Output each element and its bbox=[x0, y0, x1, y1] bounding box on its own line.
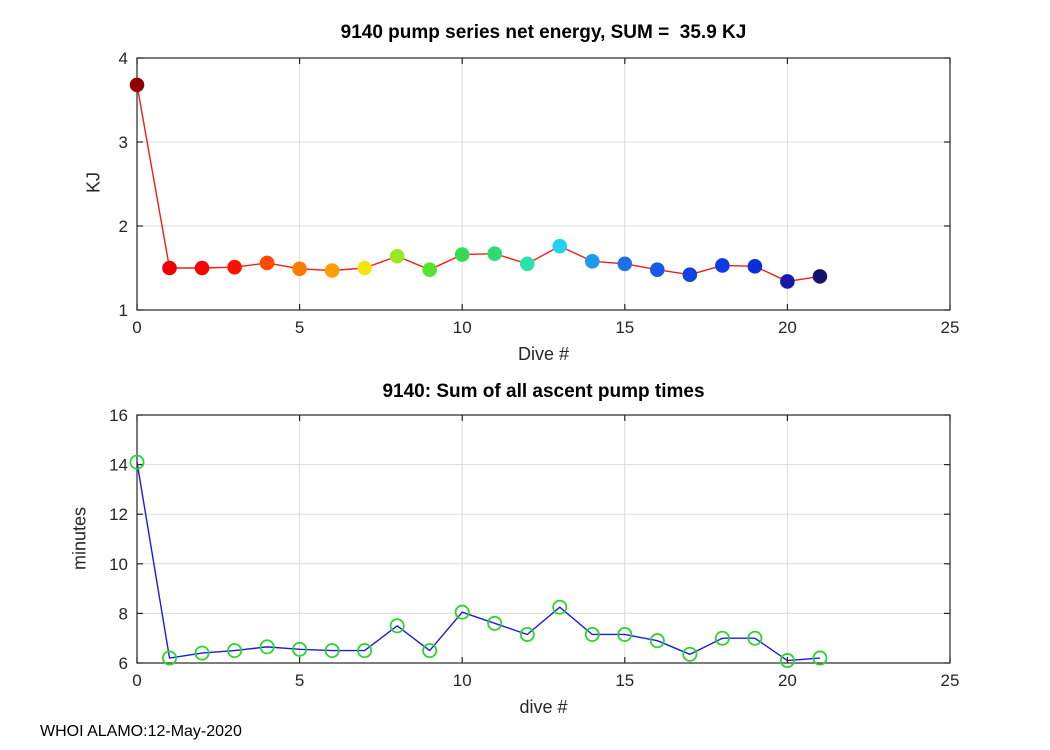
x-tick-label: 10 bbox=[453, 318, 472, 337]
data-point-marker bbox=[714, 630, 730, 646]
data-point-marker bbox=[292, 641, 308, 657]
net-energy-chart-title: 9140 pump series net energy, SUM = 35.9 … bbox=[340, 22, 747, 43]
data-point-marker bbox=[780, 274, 795, 289]
x-tick-label: 15 bbox=[615, 671, 634, 690]
data-point-marker bbox=[454, 247, 470, 262]
data-point-marker bbox=[552, 599, 568, 615]
x-tick-label: 15 bbox=[615, 318, 634, 337]
data-point-marker bbox=[292, 261, 307, 277]
x-tick-label: 5 bbox=[295, 671, 304, 690]
y-tick-label: 8 bbox=[119, 604, 128, 623]
data-point-marker bbox=[194, 645, 210, 661]
data-point-marker bbox=[259, 255, 275, 271]
data-point-marker bbox=[650, 262, 665, 277]
y-tick-label: 12 bbox=[109, 505, 128, 524]
y-tick-label: 3 bbox=[119, 133, 128, 152]
data-point-marker bbox=[487, 246, 503, 262]
data-point-marker bbox=[129, 454, 145, 470]
y-tick-label: 1 bbox=[119, 301, 128, 320]
data-point-marker bbox=[747, 259, 763, 274]
data-point-marker bbox=[454, 604, 470, 620]
data-point-marker bbox=[487, 615, 503, 631]
axes-box bbox=[136, 57, 951, 311]
data-point-marker bbox=[357, 260, 372, 276]
data-point-marker bbox=[389, 248, 405, 264]
data-point-marker bbox=[324, 643, 340, 659]
data-point-marker bbox=[779, 653, 795, 669]
data-point-marker bbox=[584, 253, 600, 269]
data-point-marker bbox=[162, 260, 177, 276]
data-point-marker bbox=[422, 643, 438, 659]
y-tick-label: 6 bbox=[119, 654, 128, 673]
x-tick-label: 25 bbox=[941, 318, 960, 337]
pump-times-chart-title: 9140: Sum of all ascent pump times bbox=[382, 381, 705, 402]
data-point-marker bbox=[389, 618, 405, 634]
data-point-marker bbox=[649, 633, 665, 649]
data-point-marker bbox=[747, 630, 763, 646]
net-energy-x-axis-label: Dive # bbox=[517, 344, 570, 364]
data-point-marker bbox=[194, 260, 210, 276]
data-point-marker bbox=[129, 77, 145, 93]
y-tick-label: 4 bbox=[119, 49, 128, 68]
data-point-marker bbox=[812, 650, 828, 666]
net-energy-y-axis-label: KJ bbox=[83, 172, 104, 194]
x-tick-label: 20 bbox=[778, 318, 797, 337]
data-point-marker bbox=[584, 626, 600, 642]
x-tick-label: 20 bbox=[778, 671, 797, 690]
data-line bbox=[136, 84, 821, 283]
pump-times-y-axis-label: minutes bbox=[69, 506, 90, 571]
data-point-marker bbox=[519, 626, 535, 642]
x-tick-label: 10 bbox=[453, 671, 472, 690]
data-point-marker bbox=[812, 269, 828, 284]
data-point-marker bbox=[227, 259, 242, 275]
pump-times-x-axis-label: dive # bbox=[519, 697, 568, 717]
x-tick-label: 5 bbox=[295, 318, 304, 337]
data-point-marker bbox=[259, 639, 275, 655]
x-tick-label: 0 bbox=[132, 671, 141, 690]
x-tick-label: 25 bbox=[941, 671, 960, 690]
data-point-marker bbox=[227, 643, 243, 659]
data-point-marker bbox=[682, 646, 698, 662]
data-line bbox=[136, 462, 820, 662]
y-tick-label: 10 bbox=[109, 555, 128, 574]
data-point-marker bbox=[422, 262, 437, 277]
data-point-marker bbox=[617, 626, 633, 642]
data-point-marker bbox=[357, 643, 373, 659]
data-point-marker bbox=[682, 267, 698, 283]
data-point-marker bbox=[552, 238, 568, 254]
data-point-marker bbox=[715, 258, 730, 273]
data-point-marker bbox=[324, 263, 340, 278]
y-tick-label: 16 bbox=[109, 406, 128, 425]
data-point-marker bbox=[617, 256, 633, 272]
y-tick-label: 14 bbox=[109, 456, 128, 475]
y-tick-label: 2 bbox=[119, 217, 128, 236]
data-point-marker bbox=[519, 256, 535, 272]
data-point-marker bbox=[162, 650, 178, 666]
x-tick-label: 0 bbox=[132, 318, 141, 337]
axes-box bbox=[136, 414, 951, 664]
annotation-text: WHOI ALAMO:12-May-2020 bbox=[40, 723, 242, 740]
